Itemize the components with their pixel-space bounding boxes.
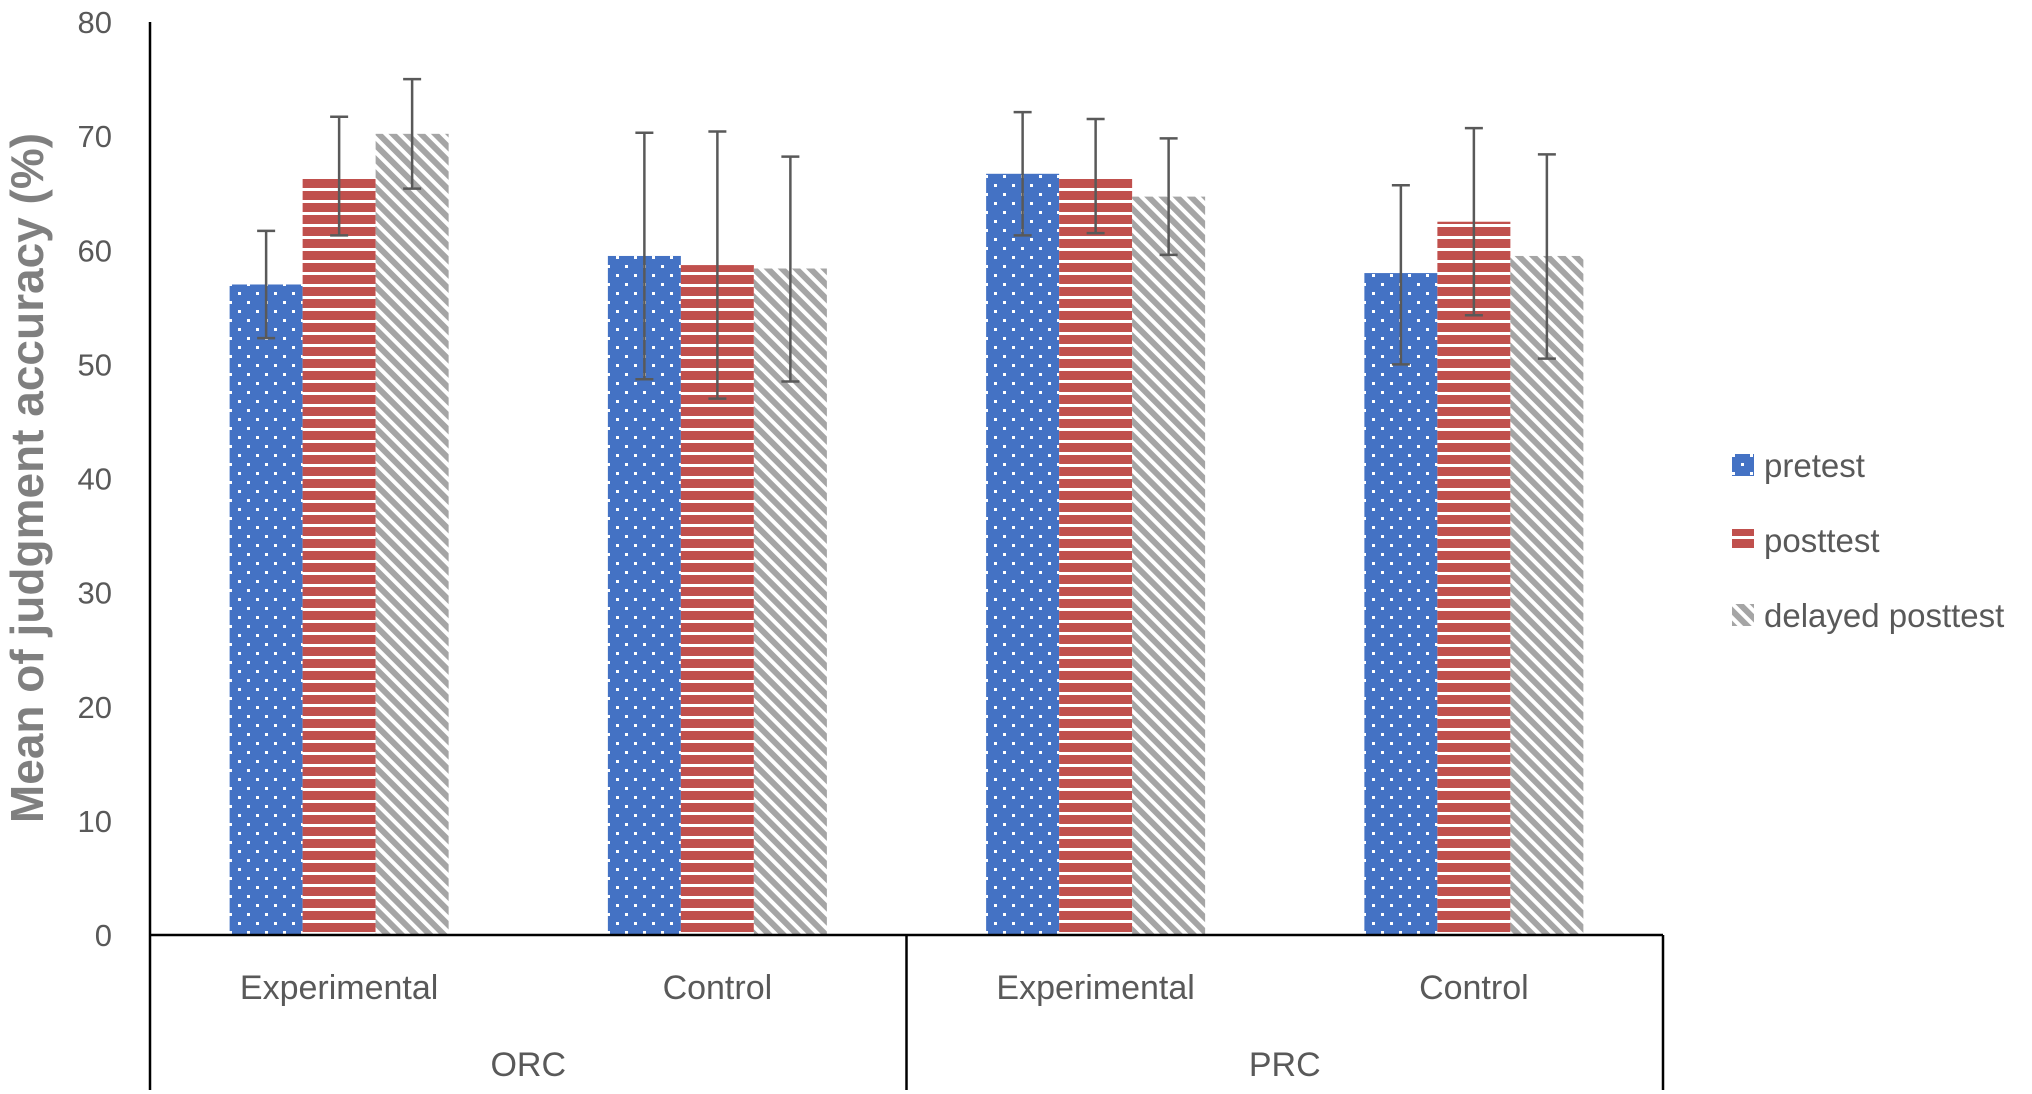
bar-pretest-2 — [986, 173, 1060, 935]
bars-layer — [229, 133, 1584, 936]
y-axis-title: Mean of judgment accuracy (%) — [1, 133, 53, 823]
bar-posttest-3 — [1437, 221, 1511, 935]
y-tick-label-40: 40 — [78, 462, 112, 497]
legend-swatch-delayed-posttest — [1732, 604, 1754, 626]
legend-label-posttest: posttest — [1764, 522, 1880, 559]
x-category-label-1: Control — [663, 969, 773, 1007]
y-tick-labels: 0 10 20 30 40 50 60 70 80 — [78, 5, 112, 953]
legend-item-delayed-posttest: delayed posttest — [1732, 597, 2004, 634]
y-axis-title-layer: Mean of judgment accuracy (%) — [1, 133, 53, 823]
x-group-label-prc: PRC — [1249, 1046, 1321, 1084]
bar-delayed-posttest-2 — [1132, 196, 1206, 935]
error-bar-posttest-0 — [330, 115, 349, 237]
y-tick-label-50: 50 — [78, 347, 112, 382]
legend-item-posttest: posttest — [1732, 522, 1880, 559]
error-bar-delayed-posttest-2 — [1159, 137, 1178, 257]
y-tick-label-0: 0 — [95, 918, 112, 953]
y-tick-label-10: 10 — [78, 804, 112, 839]
bar-posttest-2 — [1059, 176, 1133, 936]
bar-posttest-0 — [302, 176, 376, 936]
error-bar-pretest-0 — [257, 229, 276, 340]
x-category-label-3: Control — [1419, 969, 1529, 1007]
bar-delayed-posttest-3 — [1510, 255, 1584, 936]
y-tick-label-30: 30 — [78, 576, 112, 611]
x-category-label-0: Experimental — [240, 969, 438, 1007]
bar-pretest-3 — [1364, 273, 1438, 935]
legend-label-delayed-posttest: delayed posttest — [1764, 597, 2004, 634]
y-tick-label-80: 80 — [78, 5, 112, 40]
error-bar-posttest-2 — [1086, 117, 1105, 235]
axes-layer — [148, 22, 1665, 1090]
error-bars-layer — [257, 77, 1556, 400]
legend-item-pretest: pretest — [1732, 447, 1865, 484]
x-group-label-orc: ORC — [490, 1046, 566, 1084]
legend-swatch-posttest — [1732, 529, 1754, 551]
error-bar-delayed-posttest-3 — [1537, 153, 1556, 360]
y-tick-label-20: 20 — [78, 690, 112, 725]
error-bar-pretest-3 — [1391, 183, 1410, 366]
error-bar-posttest-1 — [708, 130, 727, 400]
bar-delayed-posttest-0 — [375, 133, 449, 935]
error-bar-posttest-3 — [1464, 126, 1483, 317]
legend-swatch-pretest — [1732, 454, 1754, 476]
legend: pretest posttest delayed posttest — [1732, 447, 2004, 634]
y-tick-label-70: 70 — [78, 119, 112, 154]
error-bar-pretest-1 — [635, 131, 654, 381]
bar-pretest-0 — [229, 284, 303, 935]
y-tick-label-60: 60 — [78, 233, 112, 268]
error-bar-delayed-posttest-1 — [781, 155, 800, 383]
x-category-label-2: Experimental — [996, 969, 1194, 1007]
legend-label-pretest: pretest — [1764, 447, 1865, 484]
error-bar-delayed-posttest-0 — [403, 77, 422, 190]
error-bar-pretest-2 — [1013, 110, 1032, 237]
x-category-labels: Experimental Control Experimental Control OR… — [240, 969, 1529, 1084]
